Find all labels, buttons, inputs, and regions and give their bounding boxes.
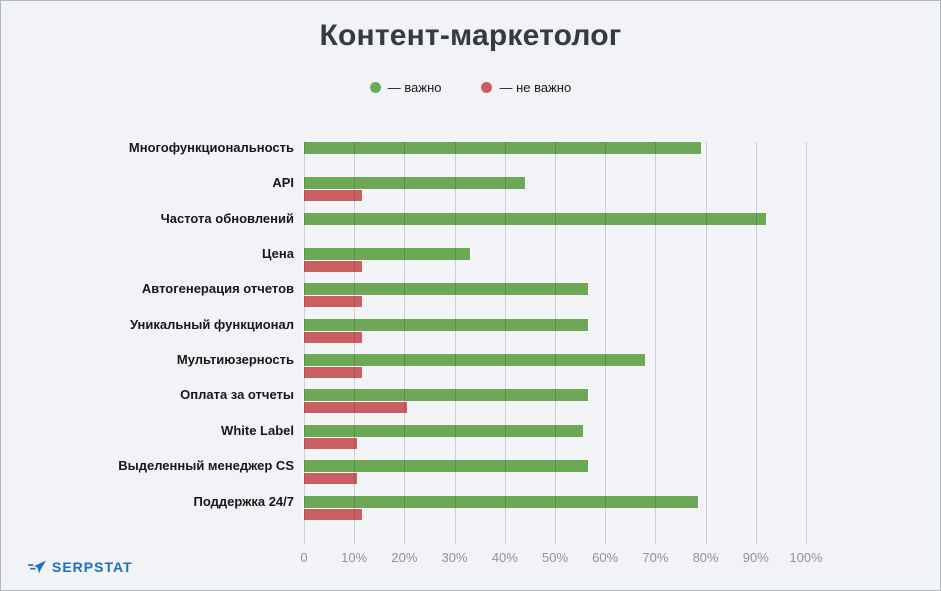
category-label: Частота обновлений bbox=[160, 210, 294, 226]
x-tick-label: 100% bbox=[789, 550, 823, 565]
legend-dot-not-important-icon bbox=[481, 82, 493, 93]
x-tick-label: 90% bbox=[742, 550, 769, 565]
legend-item-not-important: — не важно bbox=[481, 80, 571, 95]
bar-important bbox=[304, 354, 646, 367]
bar-not-important bbox=[304, 473, 357, 485]
x-tick-label: 40% bbox=[491, 550, 518, 565]
gridline bbox=[605, 142, 607, 544]
category-label: Автогенерация отчетов bbox=[141, 281, 294, 297]
gridline bbox=[454, 142, 456, 544]
bar-important bbox=[304, 495, 699, 508]
gridline bbox=[555, 142, 556, 544]
legend-dot-important-icon bbox=[369, 82, 381, 93]
gridline bbox=[705, 142, 707, 544]
chart-title: Контент-маркетолог bbox=[319, 19, 622, 52]
category-label: Уникальный функционал bbox=[129, 316, 294, 332]
bar-not-important bbox=[304, 296, 362, 308]
bar-important bbox=[304, 318, 588, 331]
gridline bbox=[304, 142, 305, 544]
bar-important bbox=[304, 142, 701, 154]
gridline bbox=[655, 142, 657, 544]
bar-important bbox=[304, 177, 525, 190]
bar-important bbox=[304, 283, 588, 296]
serpstat-logo: SERPSTAT bbox=[28, 559, 133, 575]
x-tick-label: 30% bbox=[441, 550, 468, 565]
bar-not-important bbox=[304, 437, 357, 449]
category-label: Выделенный менеджер CS bbox=[118, 458, 294, 474]
bar-important bbox=[304, 389, 588, 402]
gridline bbox=[806, 142, 807, 544]
x-tick-label: 0 bbox=[300, 550, 308, 565]
category-label: White Label bbox=[221, 422, 294, 438]
x-tick-label: 60% bbox=[592, 550, 619, 565]
category-label: API bbox=[272, 175, 294, 191]
serpstat-logo-text: SERPSTAT bbox=[52, 559, 133, 575]
bar-important bbox=[304, 424, 583, 437]
x-tick-label: 20% bbox=[391, 550, 418, 565]
bar-not-important bbox=[304, 402, 407, 414]
bar-important bbox=[304, 460, 588, 473]
gridline bbox=[354, 142, 356, 544]
category-label: Оплата за отчеты bbox=[180, 387, 294, 403]
legend-label-important: — важно bbox=[387, 80, 442, 95]
x-tick-label: 10% bbox=[341, 550, 368, 565]
bar-not-important bbox=[304, 190, 362, 202]
legend-item-important: — важно bbox=[369, 80, 442, 95]
paper-plane-icon bbox=[28, 560, 46, 574]
chart-legend: — важно — не важно bbox=[1, 80, 940, 95]
category-label: Цена bbox=[262, 246, 294, 262]
bar-important bbox=[304, 212, 766, 225]
gridline bbox=[504, 142, 506, 544]
gridline bbox=[755, 142, 757, 544]
bar-not-important bbox=[304, 331, 362, 343]
category-label: Поддержка 24/7 bbox=[193, 493, 294, 509]
x-tick-label: 50% bbox=[541, 550, 569, 565]
bar-important bbox=[304, 248, 470, 261]
x-tick-label: 70% bbox=[642, 550, 669, 565]
category-label: Мультиюзерность bbox=[176, 352, 294, 368]
bar-not-important bbox=[304, 367, 362, 379]
legend-label-not-important: — не важно bbox=[499, 80, 572, 95]
bar-not-important bbox=[304, 261, 362, 273]
category-label: Многофункциональность bbox=[128, 140, 294, 155]
x-tick-label: 80% bbox=[692, 550, 719, 565]
gridline bbox=[404, 142, 406, 544]
bar-not-important bbox=[304, 508, 362, 520]
